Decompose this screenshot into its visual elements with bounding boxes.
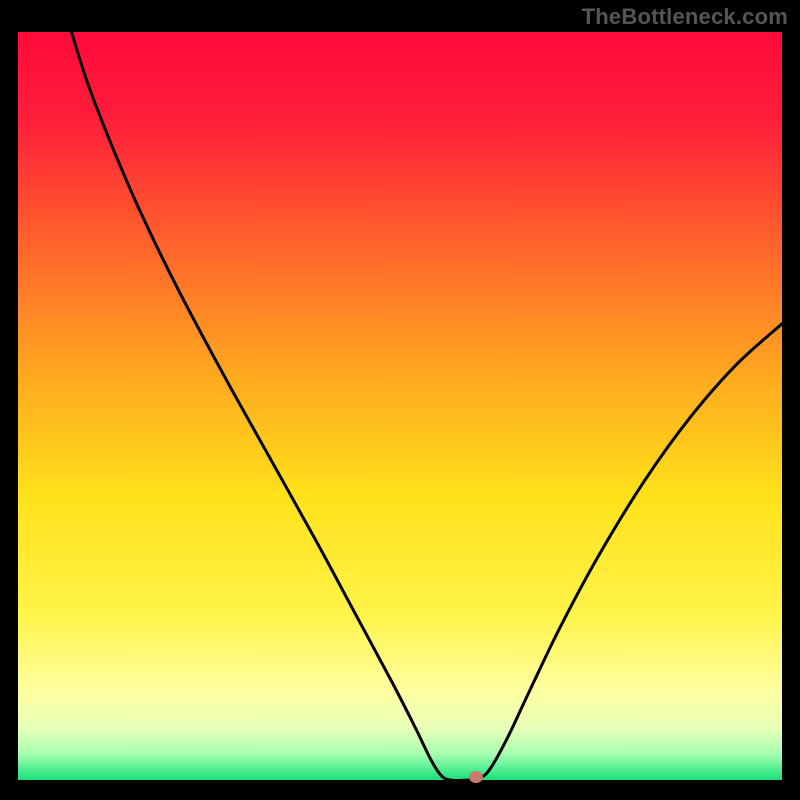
- plot-area: [18, 32, 782, 780]
- curve-path: [71, 32, 782, 780]
- vertex-marker: [469, 771, 483, 783]
- v-curve: [18, 32, 782, 780]
- watermark-text: TheBottleneck.com: [582, 4, 788, 30]
- chart-frame: TheBottleneck.com: [0, 0, 800, 800]
